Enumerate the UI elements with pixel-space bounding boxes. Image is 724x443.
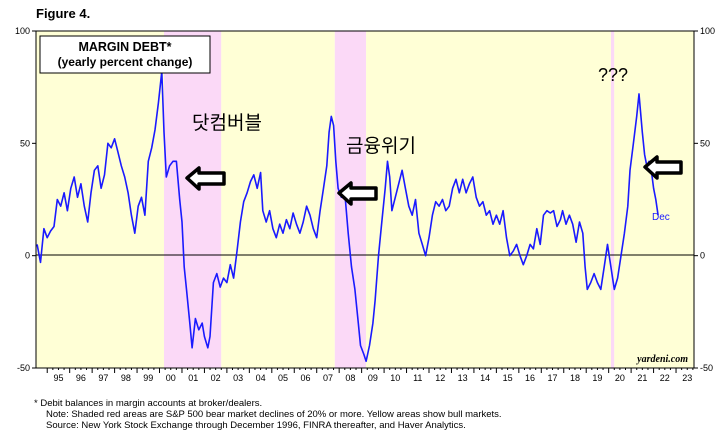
y-tick-label-left: 50: [20, 138, 30, 148]
bull-market-shade: [221, 31, 335, 368]
margin-debt-series-line: [36, 70, 659, 363]
x-tick-label: 12: [435, 373, 445, 383]
x-tick-label: 97: [98, 373, 108, 383]
x-tick-label: 99: [143, 373, 153, 383]
x-tick-label: 23: [682, 373, 692, 383]
arrow-left-icon: [185, 166, 226, 191]
end-label: Dec: [652, 212, 670, 223]
crisis-label: 금융위기: [346, 135, 416, 157]
y-tick-label-left: 100: [15, 26, 30, 36]
x-tick-label: 03: [233, 373, 243, 383]
x-tick-label: 01: [188, 373, 198, 383]
y-tick-label-left: -50: [17, 363, 30, 373]
x-tick-label: 10: [390, 373, 400, 383]
x-tick-label: 04: [256, 373, 266, 383]
x-tick-label: 08: [345, 373, 355, 383]
bear-market-shade: [164, 31, 222, 368]
chart-subtitle: (yearly percent change): [58, 55, 193, 69]
bull-market-shade: [366, 31, 611, 368]
footnotes: * Debit balances in margin accounts at b…: [34, 398, 502, 431]
x-tick-label: 98: [121, 373, 131, 383]
x-tick-label: 00: [166, 373, 176, 383]
x-tick-label: 05: [278, 373, 288, 383]
arrow-left-icon: [337, 181, 378, 206]
title-box: [39, 35, 211, 74]
x-tick-label: 18: [570, 373, 580, 383]
bull-market-shade: [36, 31, 165, 368]
source-label: yardeni.com: [636, 354, 688, 365]
y-tick-label-left: 0: [25, 251, 30, 261]
x-tick-label: 96: [76, 373, 86, 383]
arrow-left-icon: [643, 155, 683, 180]
x-tick-label: 13: [458, 373, 468, 383]
x-tick-label: 22: [660, 373, 670, 383]
y-axis: -50 -50 0 0 50 50 100 100: [15, 26, 715, 373]
x-tick-label: 09: [368, 373, 378, 383]
x-axis: 95 96 97 98 99 00 01 02 03 04 05 06 07 08 09 10 11 12 13 14…: [46, 368, 694, 383]
x-tick-label: 16: [525, 373, 535, 383]
dotcom-label: 닷컴버블: [192, 112, 262, 134]
footnote-3: Source: New York Stock Exchange through …: [46, 420, 466, 431]
bear-market-shade: [610, 31, 615, 368]
x-tick-label: 17: [548, 373, 558, 383]
footnote-1: * Debit balances in margin accounts at b…: [34, 398, 263, 409]
figure-label: Figure 4.: [36, 6, 91, 21]
y-tick-label-right: -50: [700, 363, 713, 373]
x-tick-label: 02: [211, 373, 221, 383]
x-tick-label: 95: [53, 373, 63, 383]
chart-title: MARGIN DEBT*: [78, 40, 171, 54]
x-tick-label: 20: [615, 373, 625, 383]
x-tick-label: 07: [323, 373, 333, 383]
question-label: ???: [598, 65, 628, 85]
y-tick-label-right: 50: [700, 138, 710, 148]
plot-frame: [35, 30, 695, 369]
x-tick-label: 14: [480, 373, 490, 383]
x-tick-label: 21: [637, 373, 647, 383]
footnote-2: Note: Shaded red areas are S&P 500 bear …: [46, 409, 502, 420]
y-tick-label-right: 0: [700, 251, 705, 261]
x-tick-label: 19: [592, 373, 602, 383]
x-tick-label: 11: [413, 373, 422, 383]
y-tick-label-right: 100: [700, 26, 715, 36]
x-tick-label: 15: [503, 373, 513, 383]
x-tick-label: 06: [300, 373, 310, 383]
